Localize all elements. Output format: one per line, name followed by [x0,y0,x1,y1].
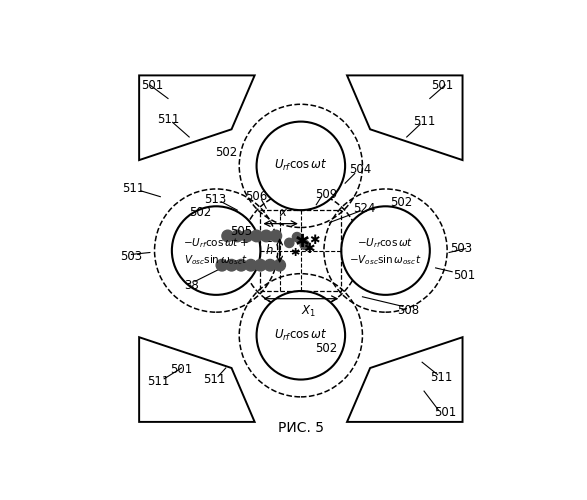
Text: 502: 502 [315,342,337,355]
Text: 506: 506 [245,190,268,203]
Text: 511: 511 [147,375,170,388]
Circle shape [226,260,237,271]
Circle shape [235,260,247,271]
Circle shape [270,230,282,241]
Text: $U_{rf}\cos\omega t$: $U_{rf}\cos\omega t$ [274,328,328,343]
Text: ✱: ✱ [303,242,315,256]
Text: 501: 501 [453,269,475,282]
Text: РИС. 5: РИС. 5 [278,422,324,436]
Text: 501: 501 [434,406,456,419]
Text: 524: 524 [353,202,376,214]
Text: $-V_{osc}\sin\omega_{osc}t$: $-V_{osc}\sin\omega_{osc}t$ [349,254,422,267]
Text: $\bar{h}$: $\bar{h}$ [265,242,274,258]
Text: ✱: ✱ [309,234,319,248]
Text: 501: 501 [170,364,193,376]
Text: 511: 511 [430,371,453,384]
Circle shape [222,230,234,241]
Text: $-U_{rf}\cos\omega t$: $-U_{rf}\cos\omega t$ [357,236,414,250]
Text: 511: 511 [203,373,225,386]
Circle shape [216,260,228,271]
Text: 503: 503 [450,242,472,255]
Text: 502: 502 [190,206,212,218]
Circle shape [292,232,302,241]
Circle shape [274,260,285,271]
Text: 501: 501 [431,78,453,92]
Circle shape [231,230,243,241]
Text: 511: 511 [413,115,435,128]
Text: $-U_{rf}\cos\omega t+$: $-U_{rf}\cos\omega t+$ [183,236,249,250]
Text: $U_{rf}\cos\omega t$: $U_{rf}\cos\omega t$ [274,158,328,174]
Text: ✱: ✱ [291,248,300,258]
Text: 38: 38 [184,278,198,291]
Circle shape [241,230,253,241]
Text: 502: 502 [390,196,412,209]
Circle shape [341,206,430,295]
Circle shape [261,230,272,241]
Circle shape [264,260,276,271]
Circle shape [172,206,261,295]
Circle shape [300,240,309,250]
Circle shape [255,260,266,271]
Circle shape [257,291,345,380]
Text: $X_1$: $X_1$ [301,304,316,319]
Circle shape [285,238,294,248]
Circle shape [251,230,262,241]
Text: 513: 513 [204,193,227,206]
Text: 511: 511 [122,182,144,196]
Circle shape [245,260,257,271]
Text: $x$: $x$ [279,206,288,219]
Text: 504: 504 [349,163,372,176]
Text: 509: 509 [315,188,337,201]
Text: 503: 503 [120,250,142,263]
Bar [261,210,341,291]
Text: ✱: ✱ [295,233,311,251]
Text: 502: 502 [215,146,237,159]
Text: 501: 501 [141,78,163,92]
Text: 511: 511 [157,113,179,126]
Text: 508: 508 [397,304,420,317]
Text: 505: 505 [230,225,252,238]
Circle shape [257,122,345,210]
Text: $V_{osc}\sin\omega_{osc}t$: $V_{osc}\sin\omega_{osc}t$ [184,254,248,267]
